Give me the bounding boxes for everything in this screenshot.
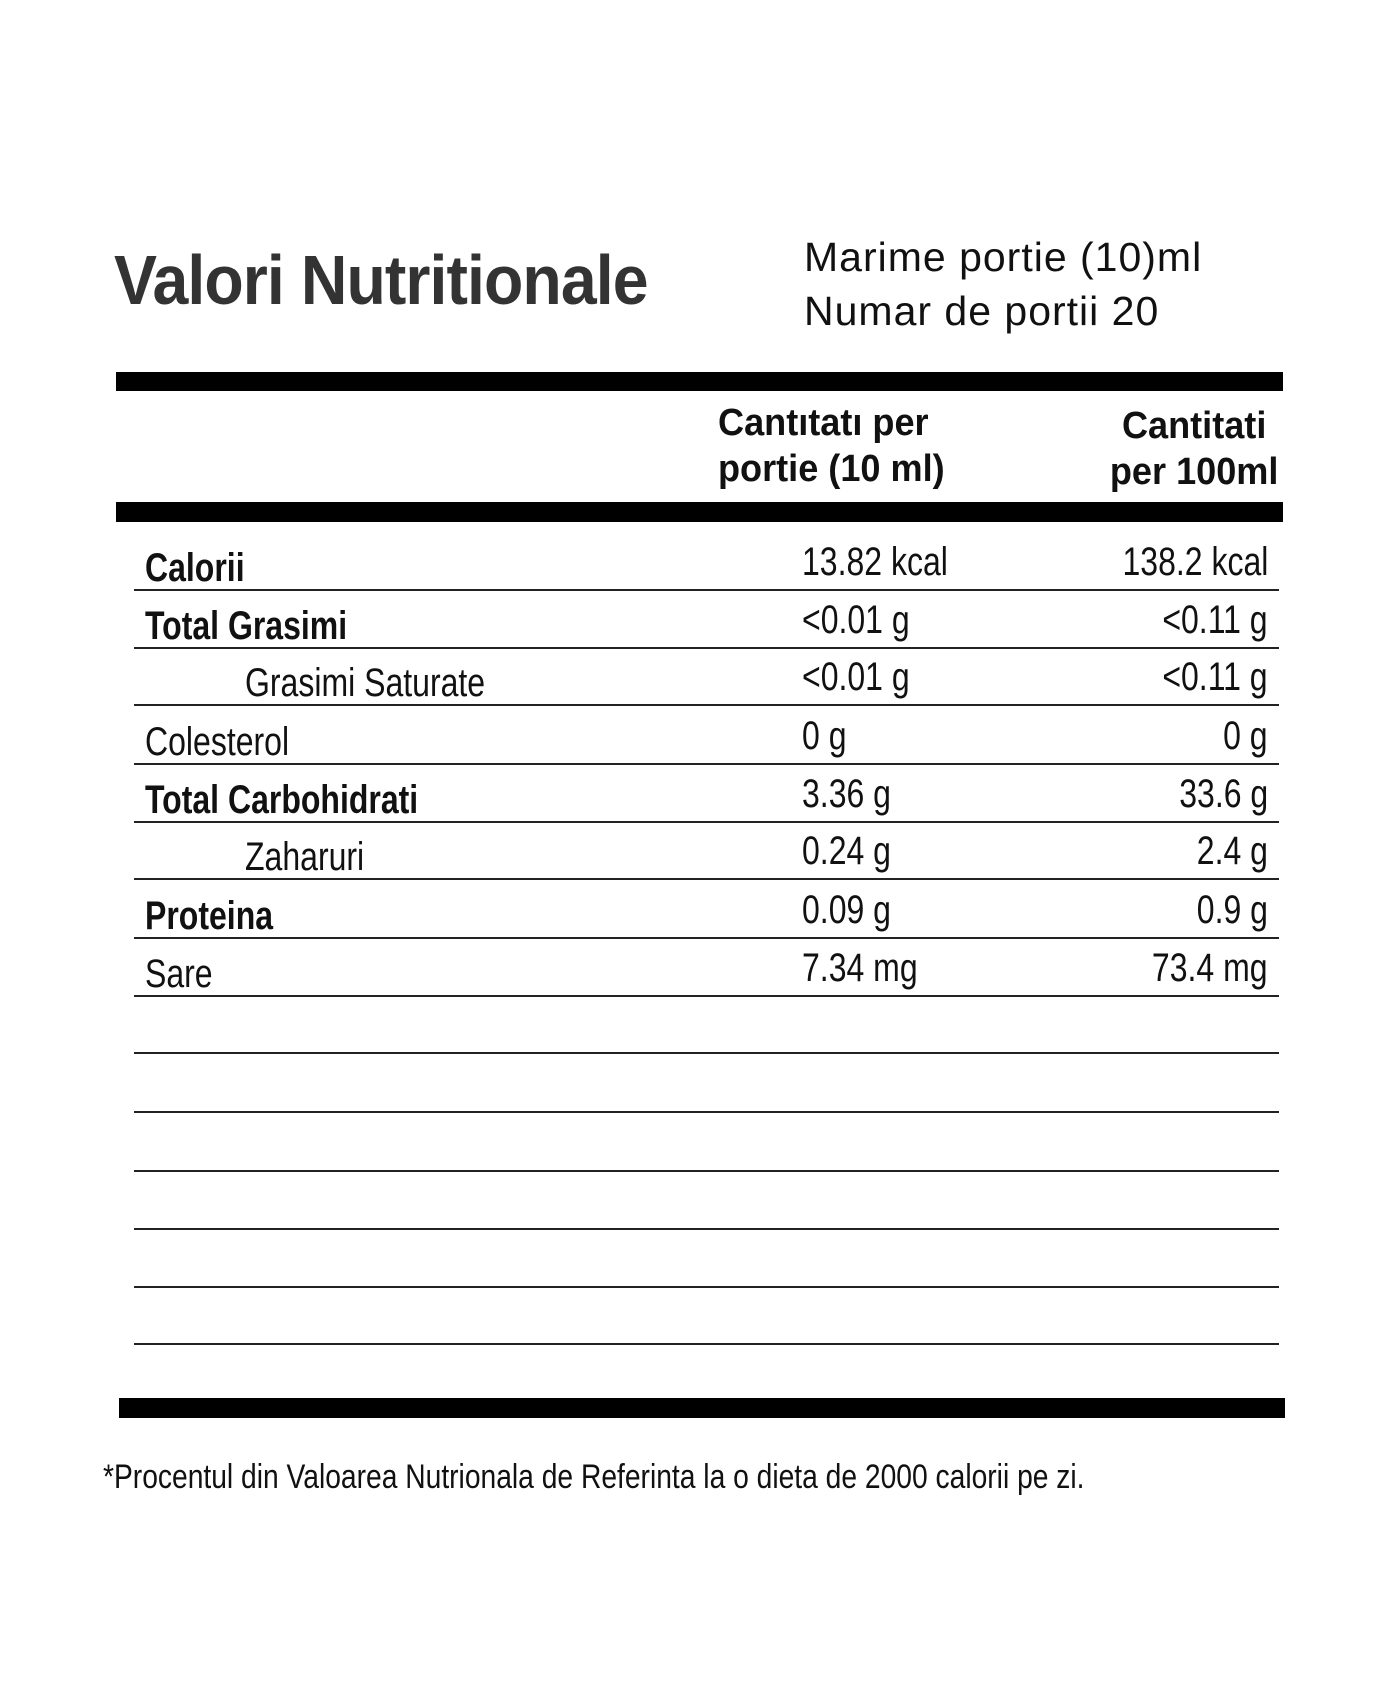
- nutrient-label: Zaharuri: [245, 835, 365, 879]
- per-serving-value: <0.01 g: [802, 598, 910, 642]
- bottom-thick-divider: [119, 1398, 1285, 1418]
- row-divider: [134, 647, 1279, 649]
- nutrient-label: Proteina: [145, 894, 274, 938]
- column-header-line: per 100ml: [1109, 451, 1278, 493]
- per-serving-value: 13.82 kcal: [802, 540, 948, 584]
- per-serving-value: <0.01 g: [802, 655, 910, 699]
- row-divider: [134, 589, 1279, 591]
- top-thick-divider: [116, 372, 1283, 391]
- per-100ml-value: 0 g: [1223, 714, 1268, 758]
- per-100ml-value: 0.9 g: [1196, 888, 1268, 932]
- nutrient-label: Sare: [145, 952, 213, 996]
- column-header-line: Cantitati: [1121, 405, 1266, 447]
- per-100ml-value: 138.2 kcal: [1122, 540, 1268, 584]
- per-serving-value: 3.36 g: [802, 772, 891, 816]
- row-divider: [134, 821, 1279, 823]
- serving-size: Marime portie (10)ml: [804, 234, 1203, 280]
- empty-row-divider: [134, 1170, 1279, 1172]
- nutrient-label: Grasimi Saturate: [245, 661, 486, 705]
- per-100ml-value: <0.11 g: [1162, 655, 1268, 699]
- per-100ml-value: 33.6 g: [1179, 772, 1268, 816]
- page-title: Valori Nutritionale: [114, 241, 649, 319]
- column-header-line: portie (10 ml): [718, 448, 945, 490]
- empty-row-divider: [134, 1343, 1279, 1345]
- per-100ml-value: <0.11 g: [1162, 598, 1268, 642]
- column-header-per-serving: Cantıtatı per portie (10 ml): [718, 400, 945, 492]
- row-divider: [134, 763, 1279, 765]
- per-100ml-value: 2.4 g: [1196, 829, 1268, 873]
- nutrient-label: Total Grasimi: [145, 604, 348, 648]
- per-serving-value: 0 g: [802, 714, 847, 758]
- nutrient-label: Calorii: [145, 546, 245, 590]
- nutrient-label: Total Carbohidrati: [145, 778, 419, 822]
- servings-count: Numar de portii 20: [804, 288, 1160, 334]
- per-serving-value: 7.34 mg: [802, 946, 918, 990]
- empty-row-divider: [134, 1228, 1279, 1230]
- per-100ml-value: 73.4 mg: [1152, 946, 1268, 990]
- row-divider: [134, 937, 1279, 939]
- per-serving-value: 0.24 g: [802, 829, 891, 873]
- row-divider: [134, 995, 1279, 997]
- per-serving-value: 0.09 g: [802, 888, 891, 932]
- row-divider: [134, 878, 1279, 880]
- nutrient-label: Colesterol: [145, 720, 290, 764]
- empty-row-divider: [134, 1052, 1279, 1054]
- empty-row-divider: [134, 1111, 1279, 1113]
- row-divider: [134, 704, 1279, 706]
- column-header-per-100ml: Cantitati per 100ml: [1109, 403, 1278, 495]
- header-thick-divider: [116, 502, 1283, 522]
- footnote: *Procentul din Valoarea Nutrionala de Re…: [103, 1458, 1085, 1496]
- empty-row-divider: [134, 1286, 1279, 1288]
- column-header-line: Cantıtatı per: [718, 402, 929, 444]
